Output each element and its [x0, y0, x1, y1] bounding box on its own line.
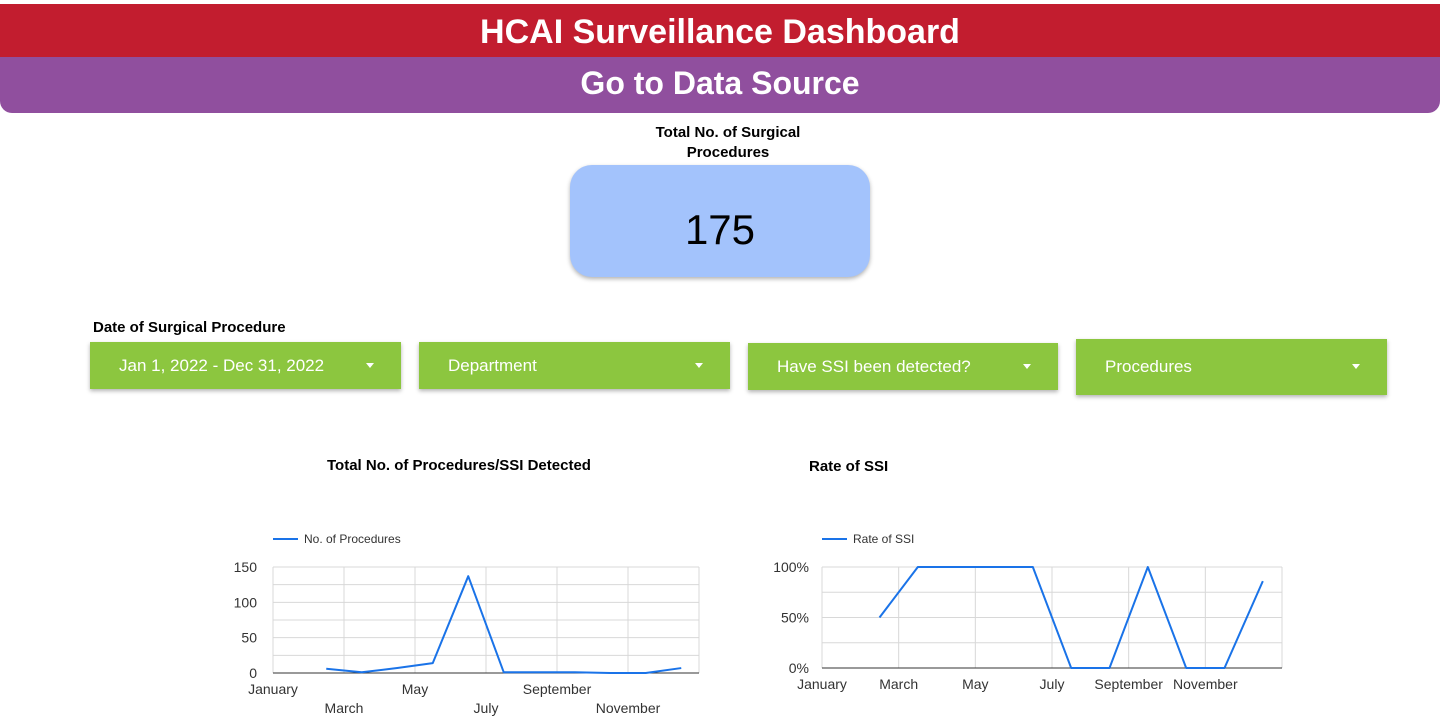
chevron-down-icon: [366, 363, 374, 368]
legend-label: Rate of SSI: [853, 532, 914, 546]
y-tick-label: 100%: [773, 559, 809, 575]
x-tick-label: January: [797, 676, 847, 692]
procedures-filter-label: Procedures: [1105, 357, 1192, 376]
x-tick-label: May: [962, 676, 988, 692]
dashboard-title: HCAI Surveillance Dashboard: [0, 4, 1440, 58]
x-tick-label: September: [1094, 676, 1163, 692]
x-tick-label: May: [402, 681, 428, 697]
ssi-detected-filter[interactable]: Have SSI been detected?: [748, 343, 1058, 390]
kpi-label: Total No. of Surgical Procedures: [655, 124, 801, 161]
x-tick-label: July: [474, 700, 499, 716]
y-tick-label: 50: [241, 630, 257, 646]
date-range-value: Jan 1, 2022 - Dec 31, 2022: [119, 356, 325, 375]
x-tick-label: November: [596, 700, 661, 716]
go-to-data-source-link[interactable]: Go to Data Source: [0, 57, 1440, 113]
series-line: [878, 566, 1264, 669]
date-range-filter[interactable]: Jan 1, 2022 - Dec 31, 2022: [90, 342, 401, 389]
x-tick-label: November: [1173, 676, 1238, 692]
y-tick-label: 150: [234, 559, 258, 575]
chevron-down-icon: [1023, 364, 1031, 369]
series-line: [326, 575, 682, 674]
x-tick-label: July: [1040, 676, 1065, 692]
chevron-down-icon: [695, 363, 703, 368]
chart-title-ssi-rate: Rate of SSI: [809, 458, 889, 475]
kpi-total-procedures: 175: [570, 165, 870, 277]
x-tick-label: January: [248, 681, 298, 697]
ssi-detected-filter-label: Have SSI been detected?: [777, 357, 971, 376]
y-tick-label: 100: [234, 594, 258, 610]
chart-title-procedures: Total No. of Procedures/SSI Detected: [327, 457, 591, 474]
y-tick-label: 50%: [781, 610, 809, 626]
date-filter-label: Date of Surgical Procedure: [93, 319, 286, 336]
department-filter-label: Department: [448, 356, 537, 375]
procedures-filter[interactable]: Procedures: [1076, 339, 1387, 395]
legend-label: No. of Procedures: [304, 532, 401, 546]
chevron-down-icon: [1352, 364, 1360, 369]
y-tick-label: 0%: [789, 660, 809, 676]
x-tick-label: September: [523, 681, 592, 697]
x-tick-label: March: [879, 676, 918, 692]
y-tick-label: 0: [249, 665, 257, 681]
x-tick-label: March: [325, 700, 364, 716]
department-filter[interactable]: Department: [419, 342, 730, 389]
